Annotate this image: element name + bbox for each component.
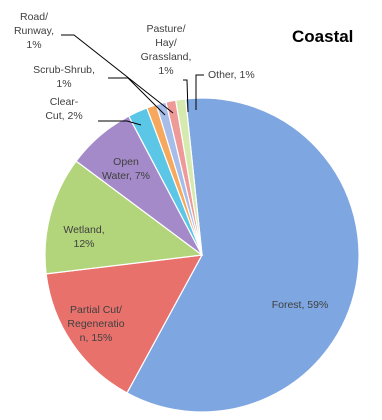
- slice-label-clear-cut: Clear-Cut, 2%: [45, 96, 82, 122]
- slice-label-forest: Forest, 59%: [272, 299, 329, 311]
- pie-slice-partial-cut-regeneration: [45, 254, 204, 394]
- slice-label-open-water: Open Water, 7%: [102, 156, 150, 182]
- pie-slices: [44, 97, 360, 413]
- slice-label-road-runway: Road/Runway, 1%: [14, 11, 54, 51]
- chart-title: Coastal: [292, 27, 353, 46]
- pie-slice-other: [175, 98, 203, 256]
- leader-line-clear-cut: [98, 120, 142, 126]
- leader-lines: [61, 34, 204, 126]
- leader-line-pasture-hay-grassland: [183, 79, 189, 113]
- slice-label-pasture-hay-grassland: Pasture/Hay/Grassland, 1%: [141, 23, 192, 77]
- slice-label-partial-cut-regeneration: Partial Cut/Regeneratio n, 15%: [67, 304, 124, 344]
- slice-label-other: Other, 1%: [208, 69, 255, 81]
- slice-label-scrub-shrub: Scrub-Shrub, 1%: [33, 64, 95, 90]
- slice-label-wetland: Wetland, 12%: [63, 224, 104, 250]
- pie-slice-forest: [126, 97, 360, 413]
- leader-line-other: [195, 74, 204, 110]
- slice-labels: Forest, 59% Partial Cut/Regeneratio n, 15%…: [14, 11, 328, 344]
- pie-slice-wetland: [44, 160, 204, 275]
- leader-line-road-runway: [61, 34, 174, 114]
